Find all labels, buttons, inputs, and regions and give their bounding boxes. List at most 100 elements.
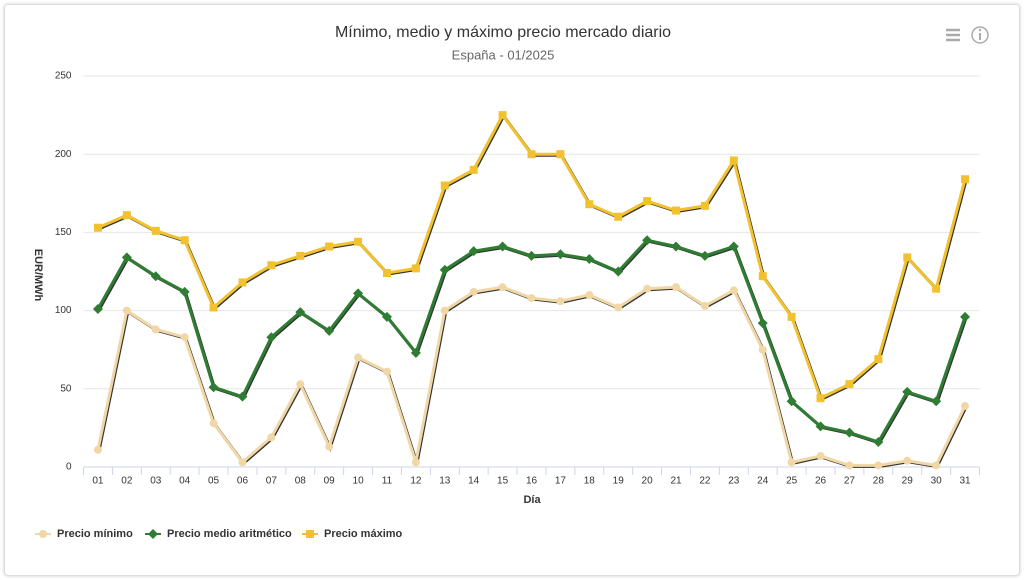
x-tick-label: 01 — [92, 476, 104, 487]
data-point — [729, 286, 738, 295]
data-point — [353, 288, 364, 299]
x-tick-label: 02 — [121, 476, 133, 487]
data-point — [643, 284, 652, 293]
data-point — [932, 461, 941, 470]
x-tick-label: 25 — [786, 476, 798, 487]
data-point — [671, 241, 682, 252]
y-tick-label: 0 — [66, 462, 72, 473]
data-point — [267, 261, 276, 270]
data-point — [411, 264, 420, 273]
info-icon[interactable] — [971, 26, 989, 44]
data-point — [93, 223, 102, 232]
x-tick-label: 15 — [497, 476, 509, 487]
data-point — [903, 253, 912, 262]
data-point — [440, 181, 449, 190]
data-point — [354, 237, 363, 246]
y-axis-title: EUR/MWh — [32, 249, 44, 302]
data-point — [961, 175, 970, 184]
x-tick-label: 29 — [902, 476, 914, 487]
data-point — [150, 271, 161, 282]
x-tick-label: 24 — [757, 476, 769, 487]
x-tick-label: 09 — [324, 476, 336, 487]
menu-icon[interactable] — [946, 28, 960, 42]
data-point — [121, 252, 132, 263]
x-tick-label: 05 — [208, 476, 220, 487]
x-tick-label: 17 — [555, 476, 567, 487]
y-tick-label: 100 — [55, 305, 72, 316]
data-point — [845, 461, 854, 470]
data-point — [266, 332, 277, 343]
data-point — [296, 251, 305, 260]
x-tick-label: 26 — [815, 476, 827, 487]
data-point — [961, 402, 970, 411]
x-tick-label: 04 — [179, 476, 191, 487]
data-point — [469, 287, 478, 296]
data-point — [786, 396, 797, 407]
x-tick-label: 23 — [728, 476, 740, 487]
data-point — [643, 197, 652, 206]
data-point — [324, 325, 335, 336]
data-point — [585, 200, 594, 209]
data-point — [614, 303, 623, 312]
data-point — [728, 241, 739, 252]
x-tick-label: 22 — [699, 476, 711, 487]
data-point — [382, 269, 391, 278]
data-point — [672, 283, 681, 292]
data-point — [556, 297, 565, 306]
data-point — [469, 165, 478, 174]
chart-title: Mínimo, medio y máximo precio mercado di… — [335, 24, 671, 41]
x-tick-label: 12 — [410, 476, 422, 487]
data-point — [844, 427, 855, 438]
data-point — [527, 150, 536, 159]
data-point — [325, 242, 334, 251]
series-line — [96, 238, 967, 444]
data-point — [787, 312, 796, 321]
data-point — [237, 391, 248, 402]
data-point — [699, 250, 710, 261]
data-point — [381, 311, 392, 322]
x-tick-label: 06 — [237, 476, 249, 487]
data-point — [238, 278, 247, 287]
data-point — [758, 272, 767, 281]
legend-marker — [39, 530, 47, 538]
x-tick-label: 14 — [468, 476, 480, 487]
data-point — [816, 394, 825, 403]
data-point — [672, 206, 681, 215]
legend-marker — [148, 529, 158, 539]
data-point — [555, 249, 566, 260]
data-point — [787, 458, 796, 467]
data-point — [874, 355, 883, 364]
data-point — [758, 345, 767, 354]
data-point — [296, 380, 305, 389]
data-point — [209, 419, 218, 428]
y-tick-label: 50 — [60, 383, 72, 394]
x-tick-label: 11 — [382, 476, 393, 487]
data-point — [92, 304, 103, 315]
data-point — [238, 458, 247, 467]
data-point — [498, 283, 507, 292]
data-point — [151, 226, 160, 235]
data-point — [354, 353, 363, 362]
data-point — [497, 241, 508, 252]
data-point — [209, 303, 218, 312]
data-point — [325, 442, 334, 451]
x-tick-label: 20 — [642, 476, 654, 487]
data-point — [122, 306, 131, 315]
legend-label: Precio mínimo — [57, 528, 133, 540]
data-point — [816, 452, 825, 461]
chart-subtitle: España - 01/2025 — [452, 47, 555, 62]
data-point — [584, 253, 595, 264]
x-tick-label: 19 — [613, 476, 625, 487]
data-point — [151, 325, 160, 334]
data-point — [180, 333, 189, 342]
series-line — [96, 285, 967, 468]
x-tick-label: 31 — [959, 476, 971, 487]
x-tick-label: 08 — [295, 476, 307, 487]
data-point — [700, 301, 709, 310]
data-point — [729, 156, 738, 165]
data-point — [295, 307, 306, 318]
data-point — [960, 311, 971, 322]
x-tick-label: 21 — [670, 476, 682, 487]
x-tick-label: 18 — [584, 476, 596, 487]
